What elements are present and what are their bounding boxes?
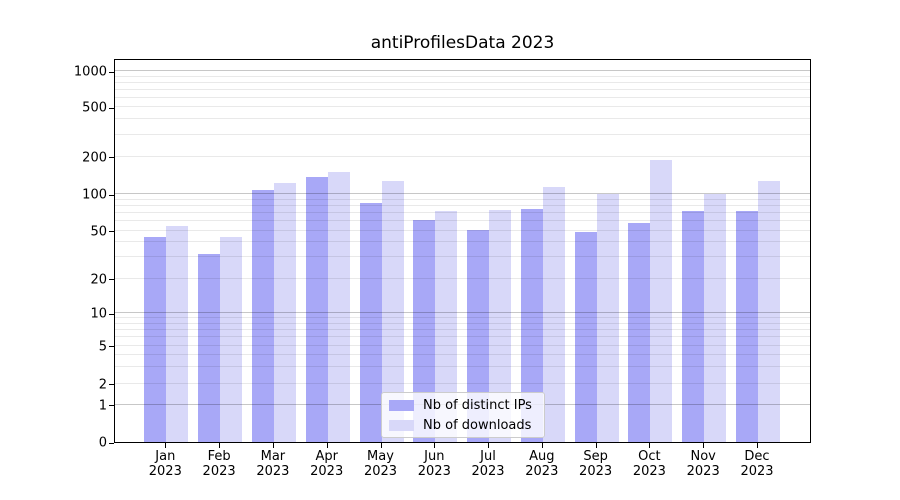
y-tick-label-100: 100: [82, 187, 107, 203]
x-tick-label-jun: Jun 2023: [417, 449, 451, 479]
bar-downloads-sep: [596, 194, 619, 442]
bar-distinct-ips-oct: [628, 222, 651, 442]
x-tick-label-jan: Jan 2023: [148, 449, 182, 479]
x-tick-label-feb: Feb 2023: [202, 449, 236, 479]
x-tick-label-apr: Apr 2023: [310, 449, 344, 479]
y-tick-mark-1: [109, 405, 114, 407]
y-tick-mark-2: [109, 384, 114, 386]
bar-downloads-jun: [435, 210, 458, 442]
y-tick-label-10: 10: [90, 306, 107, 322]
x-tick-label-jul: Jul 2023: [471, 449, 505, 479]
bar-downloads-nov: [704, 193, 727, 442]
x-tick-mark-nov: [703, 443, 705, 448]
x-tick-label-mar: Mar 2023: [256, 449, 290, 479]
x-tick-label-sep: Sep 2023: [579, 449, 613, 479]
x-tick-mark-jan: [165, 443, 167, 448]
bar-downloads-feb: [220, 237, 243, 442]
legend-swatch-distinct-ips: [389, 399, 414, 411]
x-tick-label-may: May 2023: [363, 449, 398, 479]
y-tick-mark-5: [109, 346, 114, 348]
bar-distinct-ips-jan: [144, 237, 167, 442]
bar-distinct-ips-aug: [520, 208, 543, 442]
bar-distinct-ips-jul: [467, 229, 489, 442]
bar-downloads-oct: [650, 159, 673, 442]
bar-distinct-ips-may: [359, 202, 382, 442]
y-tick-mark-10: [109, 313, 114, 315]
bar-downloads-jul: [489, 209, 511, 442]
y-tick-label-500: 500: [82, 100, 107, 116]
x-tick-mark-jun: [434, 443, 436, 448]
y-tick-mark-100: [109, 194, 114, 196]
bar-downloads-dec: [758, 180, 780, 442]
bar-downloads-apr: [327, 171, 350, 442]
y-tick-mark-1000: [109, 71, 114, 73]
y-tick-label-20: 20: [90, 272, 107, 288]
x-tick-mark-mar: [272, 443, 274, 448]
x-tick-mark-feb: [219, 443, 221, 448]
legend-label-downloads: Nb of downloads: [423, 417, 532, 433]
x-tick-mark-dec: [757, 443, 758, 448]
legend-label-distinct-ips: Nb of distinct IPs: [423, 397, 532, 413]
y-tick-label-200: 200: [82, 150, 107, 166]
y-tick-label-1: 1: [98, 398, 107, 414]
x-tick-mark-sep: [595, 443, 597, 448]
x-tick-label-nov: Nov 2023: [686, 449, 720, 479]
x-tick-label-aug: Aug 2023: [525, 449, 559, 479]
x-tick-mark-aug: [541, 443, 543, 448]
x-tick-mark-oct: [649, 443, 651, 448]
bar-downloads-jan: [166, 225, 189, 442]
bar-distinct-ips-apr: [305, 177, 328, 442]
legend-entry-downloads: Nb of downloads: [389, 418, 537, 433]
x-tick-label-dec: Dec 2023: [740, 449, 774, 479]
bar-downloads-aug: [542, 187, 565, 442]
y-tick-mark-50: [109, 231, 114, 233]
y-tick-label-5: 5: [98, 339, 107, 355]
bar-distinct-ips-jun: [413, 220, 436, 442]
bars-layer: [115, 60, 810, 442]
x-tick-label-oct: Oct 2023: [632, 449, 666, 479]
bar-distinct-ips-mar: [251, 189, 274, 442]
y-tick-label-2: 2: [98, 377, 107, 393]
y-tick-mark-0: [109, 442, 114, 444]
bar-distinct-ips-dec: [736, 210, 758, 442]
y-tick-mark-20: [109, 279, 114, 281]
x-tick-mark-may: [380, 443, 382, 448]
legend-entry-distinct-ips: Nb of distinct IPs: [389, 398, 537, 413]
x-tick-mark-jul: [488, 443, 489, 448]
y-tick-label-1000: 1000: [73, 64, 107, 80]
x-tick-mark-apr: [326, 443, 328, 448]
plot-area: Nb of distinct IPs Nb of downloads: [114, 59, 811, 443]
y-tick-mark-200: [109, 157, 114, 159]
bar-distinct-ips-feb: [198, 254, 221, 442]
y-tick-mark-500: [109, 107, 114, 109]
chart-title: antiProfilesData 2023: [370, 33, 555, 53]
y-tick-label-0: 0: [98, 435, 107, 451]
bar-downloads-mar: [273, 183, 296, 442]
bar-downloads-may: [381, 181, 404, 442]
legend-swatch-downloads: [389, 419, 414, 431]
y-tick-label-50: 50: [90, 224, 107, 240]
bar-distinct-ips-sep: [574, 231, 597, 442]
legend: Nb of distinct IPs Nb of downloads: [381, 392, 545, 438]
bar-distinct-ips-nov: [682, 211, 705, 442]
